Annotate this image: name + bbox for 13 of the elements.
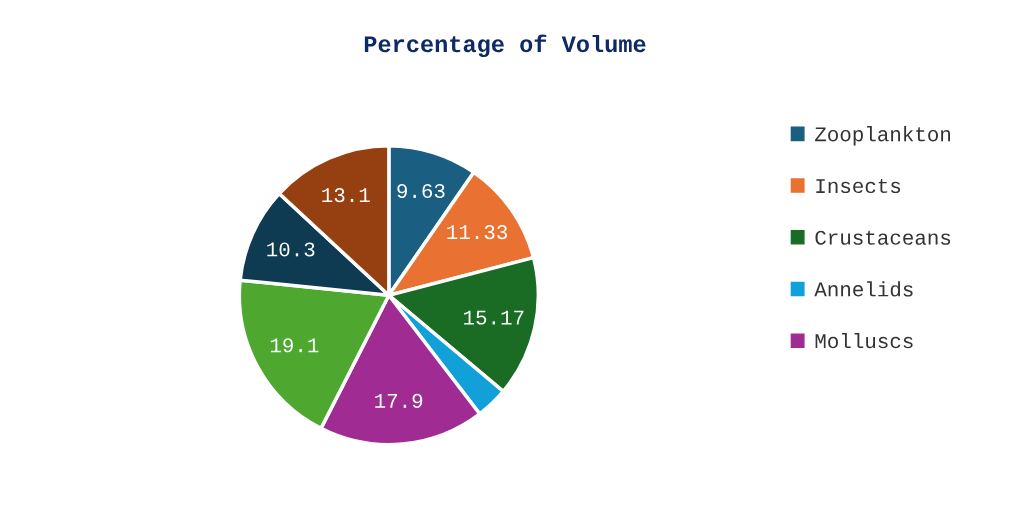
data-label: 19.1 [270,338,319,353]
legend-label: Insects [816,179,901,194]
data-label: 9.63 [397,183,445,199]
legend-label: Annelids [814,281,913,297]
chart-title: Percentage of Volume [364,34,646,58]
data-label: 11.33 [447,225,508,240]
legend-label: Zooplankton [815,126,951,146]
data-label: 15.17 [464,310,524,325]
legend-label: Crustaceans [815,230,951,245]
legend-label: Molluscs [815,332,913,349]
data-label: 10.3 [267,242,315,257]
data-label: 13.1 [322,188,370,203]
data-label: 17.9 [375,393,423,408]
